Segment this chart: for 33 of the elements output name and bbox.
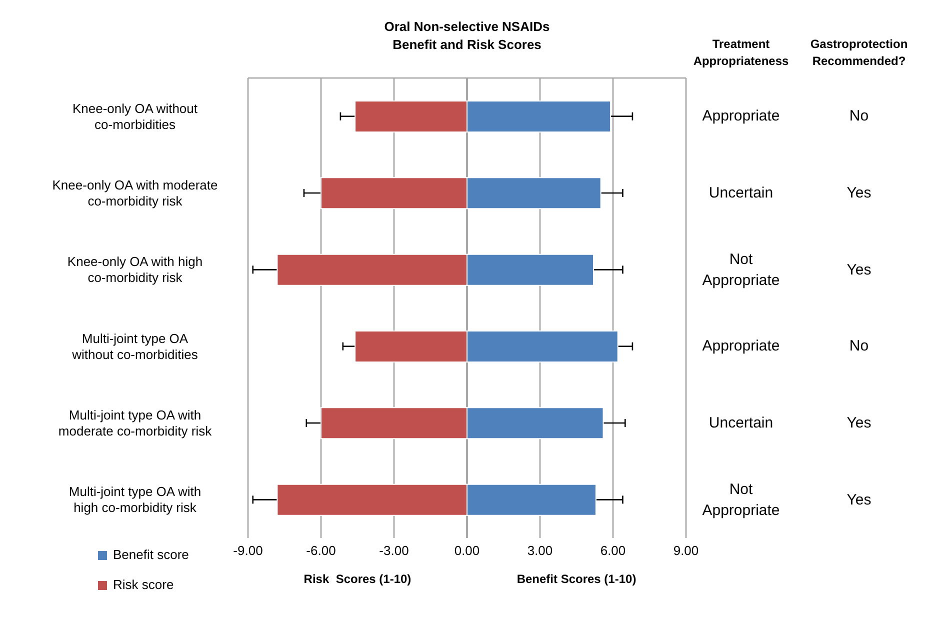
text: No xyxy=(848,106,870,127)
text: Treatment Appropriateness xyxy=(692,36,790,70)
legend-label: Risk score xyxy=(113,576,174,594)
text: Risk Scores (1-10) xyxy=(302,572,412,586)
text: Uncertain xyxy=(708,184,774,204)
text: Gastroprotection Recommended? xyxy=(809,36,909,70)
legend-label: Benefit score xyxy=(113,546,189,564)
y-tick-label: Multi-joint type OA without co-morbidities xyxy=(71,330,198,362)
x-tick-label: 3.00 xyxy=(527,543,553,558)
text: No xyxy=(848,336,870,357)
x-tick-label: -6.00 xyxy=(306,543,336,558)
chart-subtitle: Benefit and Risk Scores xyxy=(392,36,542,54)
y-tick-label: Knee-only OA with high co-morbidity risk xyxy=(67,254,203,286)
text: Yes xyxy=(846,490,872,510)
text: Benefit Scores (1-10) xyxy=(516,572,638,586)
text: Not Appropriate xyxy=(701,250,781,291)
y-tick-label: Multi-joint type OA with high co-morbidity risk xyxy=(68,484,202,516)
y-tick-label: Knee-only OA without co-morbidities xyxy=(72,100,198,132)
text: Uncertain xyxy=(708,414,774,434)
y-tick-label: Multi-joint type OA with moderate co-morbidity risk xyxy=(58,408,212,439)
x-tick-label: 6.00 xyxy=(600,543,626,558)
x-tick-label: 9.00 xyxy=(673,543,699,558)
text: Yes xyxy=(846,184,872,204)
y-tick-label: Knee-only OA with moderate co-morbidity risk xyxy=(52,178,218,209)
chart-title: Oral Non-selective NSAIDs xyxy=(383,18,551,36)
x-tick-label: -9.00 xyxy=(233,543,263,558)
x-tick-label: -3.00 xyxy=(379,543,409,558)
text: Yes xyxy=(846,260,872,280)
text: Appropriate xyxy=(701,106,781,127)
text: Appropriate xyxy=(701,336,781,357)
text: Yes xyxy=(846,414,872,434)
x-tick-label: 0.00 xyxy=(454,543,480,558)
text: Not Appropriate xyxy=(701,480,781,521)
